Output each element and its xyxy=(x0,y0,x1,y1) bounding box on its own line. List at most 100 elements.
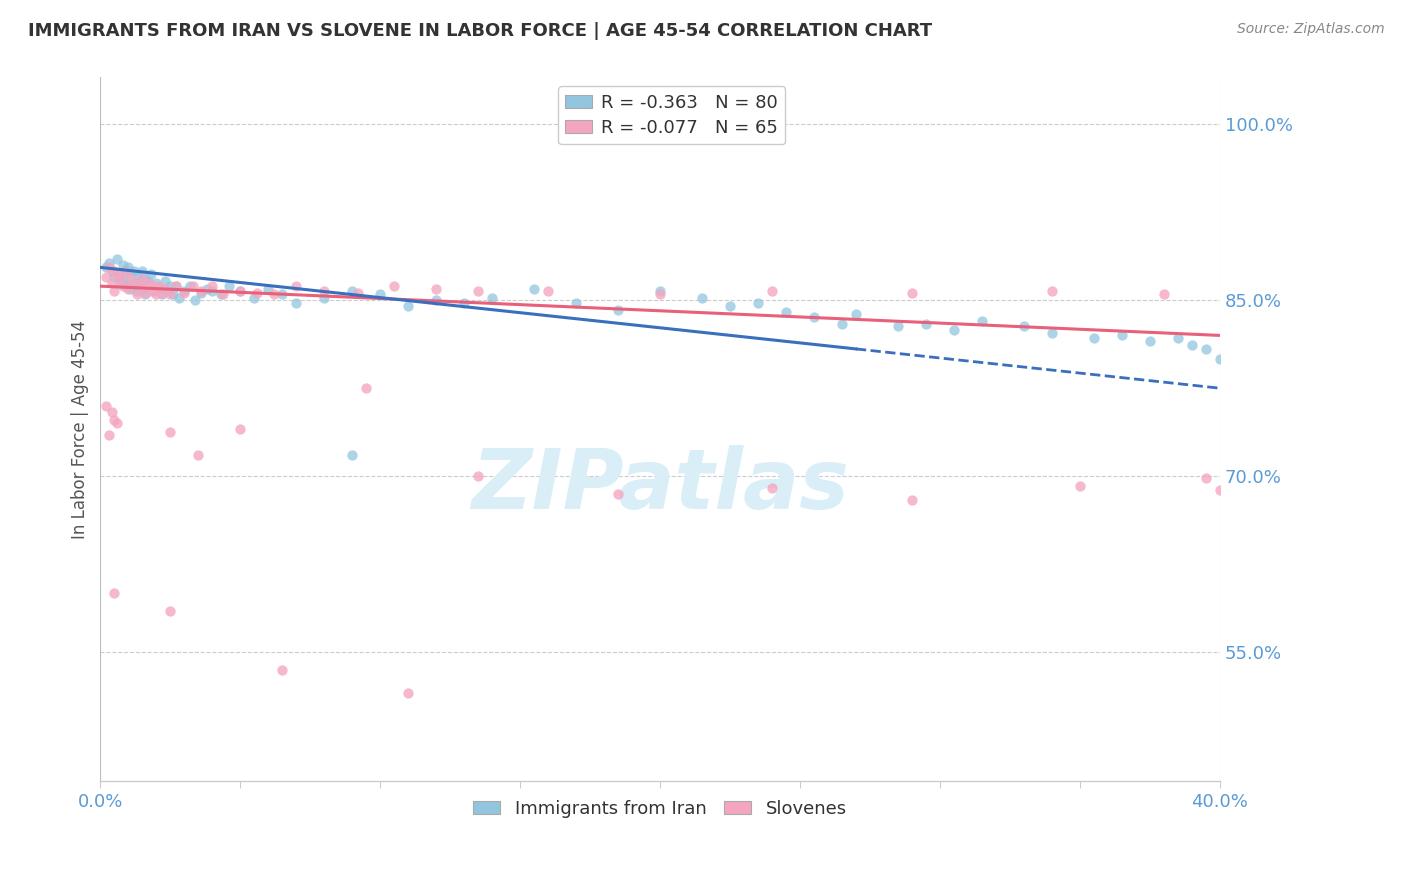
Point xyxy=(173,286,195,301)
Point xyxy=(648,287,671,301)
Point xyxy=(271,287,294,301)
Point xyxy=(173,284,195,298)
Point xyxy=(425,281,447,295)
Text: IMMIGRANTS FROM IRAN VS SLOVENE IN LABOR FORCE | AGE 45-54 CORRELATION CHART: IMMIGRANTS FROM IRAN VS SLOVENE IN LABOR… xyxy=(28,22,932,40)
Point xyxy=(148,279,170,293)
Point xyxy=(803,310,825,324)
Point xyxy=(117,260,139,275)
Point xyxy=(139,284,162,298)
Point xyxy=(100,404,122,418)
Point xyxy=(342,448,364,462)
Point xyxy=(159,425,181,439)
Point xyxy=(139,268,162,282)
Legend: Immigrants from Iran, Slovenes: Immigrants from Iran, Slovenes xyxy=(465,792,855,825)
Point xyxy=(156,284,179,298)
Point xyxy=(150,287,173,301)
Point xyxy=(111,279,134,293)
Point xyxy=(354,381,377,395)
Point xyxy=(117,276,139,290)
Point xyxy=(1012,319,1035,334)
Point xyxy=(134,287,156,301)
Point xyxy=(153,281,176,295)
Point xyxy=(368,287,391,301)
Point xyxy=(145,276,167,290)
Point xyxy=(229,422,252,436)
Point xyxy=(128,275,150,289)
Point xyxy=(125,287,148,301)
Point xyxy=(565,295,588,310)
Point xyxy=(103,284,125,298)
Point xyxy=(114,265,136,279)
Point xyxy=(105,417,128,431)
Point xyxy=(94,399,117,413)
Point xyxy=(1111,328,1133,343)
Point xyxy=(114,262,136,277)
Point xyxy=(1083,331,1105,345)
Point xyxy=(122,264,145,278)
Point xyxy=(131,272,153,286)
Point xyxy=(901,492,924,507)
Point xyxy=(201,284,224,298)
Point xyxy=(346,286,368,301)
Point xyxy=(1040,326,1063,340)
Point xyxy=(122,279,145,293)
Point xyxy=(108,268,131,282)
Point xyxy=(125,284,148,298)
Point xyxy=(467,469,489,483)
Point xyxy=(257,281,280,295)
Point xyxy=(246,286,269,301)
Point xyxy=(271,663,294,677)
Point xyxy=(1069,478,1091,492)
Point xyxy=(105,268,128,282)
Point xyxy=(1195,471,1218,485)
Point xyxy=(159,287,181,301)
Point xyxy=(263,287,285,301)
Point xyxy=(690,291,713,305)
Point xyxy=(467,284,489,298)
Point xyxy=(1040,284,1063,298)
Point xyxy=(148,281,170,295)
Point xyxy=(145,287,167,301)
Point xyxy=(117,281,139,295)
Point xyxy=(453,295,475,310)
Point xyxy=(97,256,120,270)
Point xyxy=(131,264,153,278)
Point xyxy=(218,279,240,293)
Text: ZIPatlas: ZIPatlas xyxy=(471,445,849,526)
Point xyxy=(190,284,212,298)
Point xyxy=(184,293,207,308)
Point xyxy=(94,269,117,284)
Point xyxy=(970,314,993,328)
Point xyxy=(229,284,252,298)
Point xyxy=(382,279,405,293)
Point xyxy=(887,319,910,334)
Point xyxy=(131,281,153,295)
Point xyxy=(162,287,184,301)
Point xyxy=(195,281,218,295)
Point xyxy=(212,287,235,301)
Point xyxy=(120,272,142,286)
Point xyxy=(134,272,156,286)
Point xyxy=(125,269,148,284)
Point xyxy=(165,279,187,293)
Point xyxy=(425,293,447,308)
Point xyxy=(901,286,924,301)
Point xyxy=(159,279,181,293)
Point xyxy=(747,295,769,310)
Point xyxy=(120,281,142,295)
Point xyxy=(187,448,209,462)
Point xyxy=(103,264,125,278)
Point xyxy=(1195,343,1218,357)
Point xyxy=(342,284,364,298)
Point xyxy=(942,322,965,336)
Point xyxy=(128,279,150,293)
Point xyxy=(100,264,122,278)
Point xyxy=(136,276,159,290)
Point xyxy=(150,286,173,301)
Point xyxy=(243,291,266,305)
Point xyxy=(142,284,165,298)
Point xyxy=(190,286,212,301)
Point xyxy=(396,299,419,313)
Point xyxy=(915,317,938,331)
Point xyxy=(120,266,142,280)
